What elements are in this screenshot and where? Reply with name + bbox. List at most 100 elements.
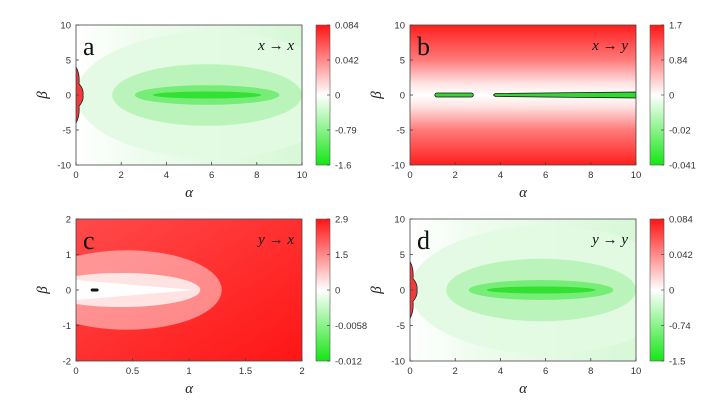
y-tick-label: -10 xyxy=(57,161,71,172)
x-tick-label: 2 xyxy=(119,170,124,181)
y-tick-label: 1 xyxy=(66,250,71,261)
colorbar-tick-label: 0.042 xyxy=(669,250,693,261)
x-tick-label: 0 xyxy=(73,366,78,377)
colorbar-tick-label: 0.84 xyxy=(669,56,688,67)
panel-letter: d xyxy=(417,226,430,255)
y-tick-label: -10 xyxy=(391,357,405,368)
colorbar-tick-label: 0 xyxy=(669,91,674,102)
colorbar-tick-label: -0.012 xyxy=(335,357,362,368)
x-tick-label: 10 xyxy=(631,366,642,377)
x-tick-label: 0 xyxy=(407,170,412,181)
x-tick-label: 6 xyxy=(209,170,214,181)
x-tick-label: 8 xyxy=(588,366,593,377)
colorbar-c: 2.9 1.5 0 -0.0058 -0.012 xyxy=(315,215,367,368)
colorbar-tick-label: 0.084 xyxy=(335,21,359,32)
colorbar-tick-label: -0.0058 xyxy=(335,321,367,332)
x-tick-label: 1 xyxy=(186,366,191,377)
y-tick-label: 5 xyxy=(400,250,405,261)
x-tick-label: 8 xyxy=(254,170,259,181)
y-axis-label: β xyxy=(369,91,385,100)
x-tick-label: 6 xyxy=(543,366,548,377)
colorbar-tick-label: 0 xyxy=(335,286,340,297)
heatmap-d xyxy=(410,219,636,361)
colorbar-tick-label: 0.042 xyxy=(335,56,359,67)
y-tick-label: 5 xyxy=(66,56,71,67)
x-axis-label: α xyxy=(185,381,194,397)
heatmap-a xyxy=(76,25,302,165)
x-tick-label: 6 xyxy=(543,170,548,181)
y-tick-label: -5 xyxy=(63,126,71,137)
colorbar-tick-label: 2.9 xyxy=(335,215,348,226)
x-tick-label: 8 xyxy=(588,170,593,181)
x-tick-label: 4 xyxy=(498,170,503,181)
colorbar-tick-label: -1.6 xyxy=(335,161,351,172)
y-tick-label: 0 xyxy=(400,91,405,102)
heatmap-wedge xyxy=(76,280,195,300)
panel-letter: b xyxy=(417,32,430,61)
y-tick-label: -5 xyxy=(397,126,405,137)
x-tick-label: 0 xyxy=(407,366,412,377)
x-tick-label: 1.5 xyxy=(239,366,252,377)
x-tick-label: 0 xyxy=(73,170,78,181)
x-tick-label: 10 xyxy=(631,170,642,181)
y-tick-label: 0 xyxy=(66,91,71,102)
x-axis-label: α xyxy=(185,185,194,201)
y-tick-label: 2 xyxy=(66,215,71,226)
colorbar-tick-label: -0.041 xyxy=(669,161,696,172)
x-tick-label: 10 xyxy=(297,170,308,181)
panel-a: 0 2 4 6 8 10 10 5 0 -5 -10 α β a x → x 0.084 0.042 0 -0.79… xyxy=(35,21,359,202)
colorbar-tick-label: 1.5 xyxy=(335,250,348,261)
panel-b: 0 2 4 6 8 10 10 5 0 -5 -10 α β b x → y 1.7 0.84 0 -0.02 -0.… xyxy=(369,21,696,202)
colorbar-tick-label: -0.02 xyxy=(669,126,691,137)
panel-mapping-label: y → x xyxy=(256,232,294,248)
colorbar-tick-label: 0.084 xyxy=(669,215,693,226)
panel-d: 0 2 4 6 8 10 10 5 0 -5 -10 α β d y → y 0.084 0.042 0 -0.74… xyxy=(369,215,693,398)
y-axis-label: β xyxy=(35,91,51,100)
colorbar-b: 1.7 0.84 0 -0.02 -0.041 xyxy=(649,21,696,172)
y-tick-label: -5 xyxy=(397,321,405,332)
panel-letter: a xyxy=(83,32,95,61)
x-tick-label: 4 xyxy=(164,170,169,181)
y-tick-label: 0 xyxy=(400,286,405,297)
y-tick-label: 10 xyxy=(394,215,405,226)
heatmap-c xyxy=(76,219,302,361)
heatmap-b xyxy=(410,25,636,165)
positive-contour-region xyxy=(410,260,418,320)
y-axis-label: β xyxy=(35,286,51,295)
x-tick-label: 2 xyxy=(453,170,458,181)
panel-letter: c xyxy=(83,226,95,255)
negative-contour xyxy=(90,288,99,292)
panel-mapping-label: x → y xyxy=(591,38,628,54)
colorbar-tick-label: -0.74 xyxy=(669,321,691,332)
colorbar-tick-label: 0 xyxy=(335,91,340,102)
panel-c: 0 0.5 1 1.5 2 2 1 0 -1 -2 α β c y → x 2.9 1.5 0 -0.0058 -0… xyxy=(35,215,367,398)
heatmap-min-band xyxy=(152,91,262,99)
panel-mapping-label: x → x xyxy=(257,38,294,54)
colorbar-tick-label: 0 xyxy=(669,286,674,297)
x-axis-label: α xyxy=(519,185,528,201)
y-tick-label: 10 xyxy=(60,21,71,32)
heatmap-min-band xyxy=(486,286,596,294)
colorbar-tick-label: -0.79 xyxy=(335,126,357,137)
colorbar-tick-label: -1.5 xyxy=(669,357,685,368)
y-tick-label: 5 xyxy=(400,56,405,67)
x-tick-label: 0.5 xyxy=(126,366,139,377)
colorbar-d: 0.084 0.042 0 -0.74 -1.5 xyxy=(649,215,693,368)
y-tick-label: 10 xyxy=(394,21,405,32)
x-tick-label: 4 xyxy=(498,366,503,377)
x-tick-label: 2 xyxy=(453,366,458,377)
y-tick-label: 0 xyxy=(66,286,71,297)
y-tick-label: -1 xyxy=(63,321,71,332)
x-tick-label: 2 xyxy=(299,366,304,377)
panel-mapping-label: y → y xyxy=(590,232,628,248)
x-axis-label: α xyxy=(519,381,528,397)
y-tick-label: -2 xyxy=(63,357,71,368)
colorbar-a: 0.084 0.042 0 -0.79 -1.6 xyxy=(315,21,359,172)
colorbar-tick-label: 1.7 xyxy=(669,21,682,32)
positive-contour-region xyxy=(76,66,84,124)
y-tick-label: -10 xyxy=(391,161,405,172)
y-axis-label: β xyxy=(369,286,385,295)
negative-contour-strip xyxy=(434,92,474,98)
negative-contour-strip xyxy=(493,91,636,99)
